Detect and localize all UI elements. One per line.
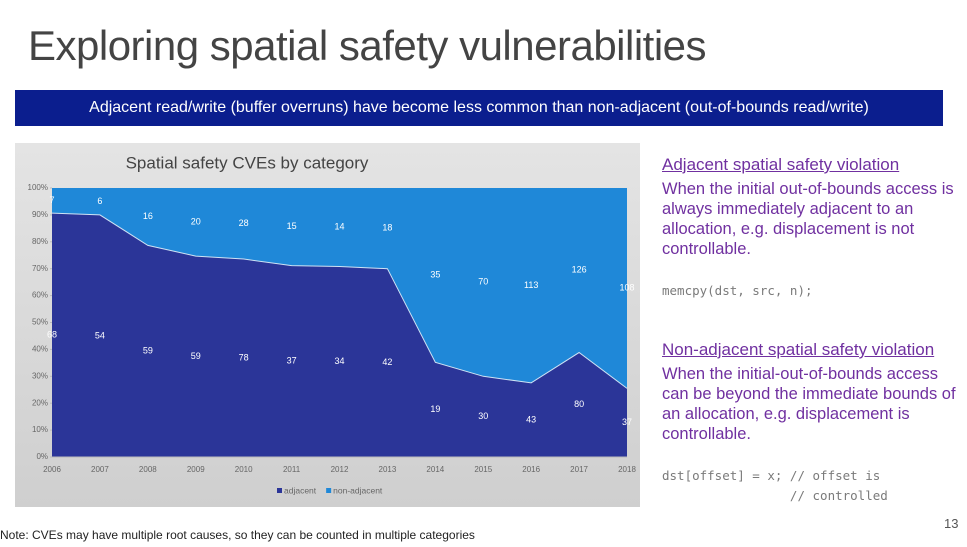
code-line: // controlled (662, 488, 888, 503)
y-tick-label: 80% (32, 237, 48, 246)
footnote: Note: CVEs may have multiple root causes… (0, 528, 475, 542)
x-tick-label: 2008 (139, 465, 157, 474)
x-tick-label: 2017 (570, 465, 588, 474)
data-label: 70 (478, 277, 488, 287)
code-line: dst[offset] = x; // offset is (662, 468, 881, 483)
chart: Spatial safety CVEs by category 0% 10% 20%… (15, 143, 640, 507)
x-tick-label: 2014 (426, 465, 444, 474)
data-label: 28 (239, 218, 249, 228)
data-label: 80 (574, 399, 584, 409)
data-label: 42 (382, 357, 392, 367)
y-tick-label: 10% (32, 425, 48, 434)
data-label: 35 (430, 270, 440, 280)
data-label: 6 (97, 196, 102, 206)
data-label: 37 (622, 417, 632, 427)
data-label: 68 (47, 329, 57, 339)
y-tick-label: 0% (36, 452, 48, 461)
y-tick-label: 100% (28, 183, 48, 192)
legend-label: adjacent (284, 485, 317, 495)
area (52, 188, 627, 389)
y-tick-label: 60% (32, 291, 48, 300)
section-body: When the initial-out-of-bounds access ca… (662, 365, 956, 443)
data-label: 78 (239, 352, 249, 362)
x-tick-label: 2007 (91, 465, 109, 474)
banner: Adjacent read/write (buffer overruns) ha… (15, 90, 943, 126)
data-label: 34 (334, 356, 344, 366)
x-tick-label: 2010 (235, 465, 253, 474)
x-tick-label: 2009 (187, 465, 205, 474)
x-tick-label: 2011 (283, 465, 301, 474)
x-tick-label: 2016 (522, 465, 540, 474)
chart-title: Spatial safety CVEs by category (126, 153, 369, 172)
data-label: 19 (430, 404, 440, 414)
x-tick-label: 2018 (618, 465, 636, 474)
slide-title: Exploring spatial safety vulnerabilities (28, 22, 707, 69)
data-label: 14 (334, 222, 344, 232)
data-label: 16 (143, 211, 153, 221)
section: Adjacent spatial safety violation When t… (662, 155, 962, 301)
x-tick-label: 2006 (43, 465, 61, 474)
data-label: 18 (382, 223, 392, 233)
y-tick-label: 20% (32, 398, 48, 407)
legend-label: non-adjacent (333, 485, 383, 495)
x-tick-label: 2013 (379, 465, 397, 474)
code-line: memcpy(dst, src, n); (662, 283, 813, 298)
data-label: 59 (191, 351, 201, 361)
legend-swatch (326, 488, 332, 493)
data-label: 59 (143, 346, 153, 356)
section-body: When the initial out-of-bounds access is… (662, 180, 954, 258)
x-tick-label: 2015 (474, 465, 492, 474)
data-label: 113 (524, 280, 538, 290)
y-tick-label: 70% (32, 264, 48, 273)
section-heading: Non-adjacent spatial safety violation (662, 340, 935, 359)
area-edge (51, 212, 628, 389)
x-tick-label: 2012 (331, 465, 349, 474)
code: dst[offset] = x; // offset is // control… (662, 466, 962, 506)
data-label: 30 (478, 411, 488, 421)
y-tick-label: 90% (32, 210, 48, 219)
data-label: 54 (95, 330, 105, 340)
y-tick-label: 40% (32, 345, 48, 354)
data-label: 43 (526, 414, 536, 424)
data-label: 7 (49, 195, 54, 205)
data-label: 126 (572, 265, 587, 275)
section-heading: Adjacent spatial safety violation (662, 155, 900, 174)
data-label: 108 (619, 283, 634, 293)
data-label: 20 (191, 216, 201, 226)
area (52, 213, 627, 457)
data-label: 37 (287, 356, 297, 366)
legend-swatch (277, 488, 282, 493)
y-tick-label: 50% (32, 318, 48, 327)
data-label: 15 (287, 221, 297, 231)
section: Non-adjacent spatial safety violation Wh… (662, 340, 962, 506)
code: memcpy(dst, src, n); (662, 281, 962, 301)
page-number: 13 (944, 516, 959, 531)
y-tick-label: 30% (32, 371, 48, 380)
